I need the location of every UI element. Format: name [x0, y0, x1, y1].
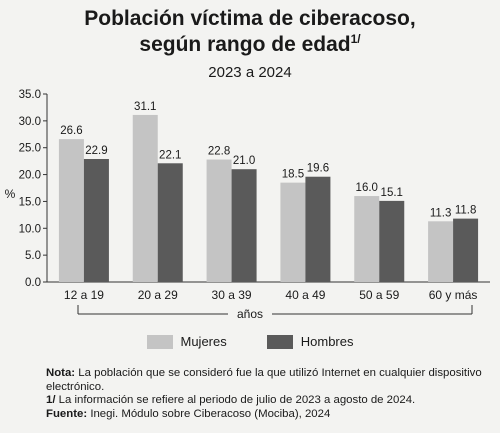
reference-line: 1/ La información se refiere al periodo …	[46, 394, 486, 408]
title-footnote-mark: 1/	[350, 32, 361, 46]
y-tick-label: 0.0	[25, 277, 41, 289]
source-label: Fuente:	[46, 407, 88, 420]
legend-item-hombres: Hombres	[266, 334, 354, 349]
source-text: Inegi. Módulo sobre Ciberacoso (Mociba),…	[90, 407, 331, 420]
y-tick-label: 30.0	[19, 116, 41, 128]
bar-mujeres	[132, 114, 158, 282]
legend-swatch-hombres	[266, 334, 293, 349]
data-label-mujeres: 16.0	[356, 182, 378, 194]
data-label-mujeres: 31.1	[134, 101, 156, 113]
reference-label: 1/	[46, 394, 56, 406]
bar-hombres	[83, 158, 109, 282]
x-axis-label: años	[237, 307, 263, 321]
y-tick-label: 10.0	[19, 223, 41, 235]
chart-subtitle: 2023 a 2024	[208, 64, 292, 81]
data-label-mujeres: 11.3	[430, 207, 452, 219]
title-line-2: según rango de edad1/	[0, 32, 500, 58]
bar-mujeres	[280, 182, 306, 282]
bar-chart: 0.0 5.0 10.0 15.0 20.0 25.0 30.0 35.0% 26.622.9 1…	[5, 89, 490, 321]
data-label-mujeres: 22.8	[208, 146, 230, 158]
legend-swatch-mujeres	[146, 334, 173, 349]
footnotes: Nota: La población que se consideró fue …	[46, 367, 486, 421]
legend-item-mujeres: Mujeres	[146, 334, 227, 349]
x-tick-label: 12 a 19	[64, 288, 104, 302]
y-tick-label: 15.0	[19, 196, 41, 208]
x-tick-label: 60 y más	[429, 288, 478, 302]
x-tick-label: 30 a 39	[212, 288, 252, 302]
bar-hombres	[157, 163, 183, 282]
data-label-hombres: 21.0	[233, 155, 255, 167]
bar-mujeres	[206, 159, 232, 282]
reference-text: La información se refiere al periodo de …	[58, 394, 416, 406]
y-tick-label: 35.0	[19, 89, 41, 101]
bar-hombres	[305, 176, 331, 282]
data-label-hombres: 19.6	[307, 163, 329, 175]
y-tick-label: 20.0	[19, 170, 41, 182]
source-line: Fuente: Inegi. Módulo sobre Ciberacoso (…	[46, 408, 486, 422]
title-line-2-text: según rango de edad	[139, 33, 351, 56]
note-line: Nota: La población que se consideró fue …	[46, 367, 486, 394]
x-tick-label: 50 a 59	[359, 288, 399, 302]
bar-mujeres	[354, 196, 380, 282]
note-text: La población que se consideró fue la que…	[46, 367, 482, 393]
data-label-hombres: 15.1	[381, 187, 403, 199]
x-tick-label: 20 a 29	[138, 288, 178, 302]
bar-hombres	[453, 218, 479, 282]
legend-label-mujeres: Mujeres	[180, 334, 227, 349]
y-tick-label: 25.0	[19, 143, 41, 155]
data-label-hombres: 22.9	[85, 145, 107, 157]
bar-mujeres	[58, 139, 84, 282]
y-tick-label: 5.0	[25, 250, 41, 262]
data-label-mujeres: 26.6	[60, 125, 82, 137]
bar-hombres	[231, 169, 257, 282]
chart-title: Población víctima de ciberacoso, según r…	[0, 6, 500, 58]
data-label-hombres: 11.8	[455, 205, 477, 217]
data-label-mujeres: 18.5	[282, 169, 304, 181]
bar-mujeres	[428, 221, 454, 282]
legend-label-hombres: Hombres	[300, 334, 354, 349]
y-axis-label: %	[5, 187, 16, 201]
legend: Mujeres Hombres	[0, 334, 500, 349]
data-label-hombres: 22.1	[159, 149, 181, 161]
title-line-1: Población víctima de ciberacoso,	[84, 7, 416, 30]
x-tick-label: 40 a 49	[285, 288, 325, 302]
bar-hombres	[379, 200, 405, 282]
note-label: Nota:	[46, 367, 76, 379]
